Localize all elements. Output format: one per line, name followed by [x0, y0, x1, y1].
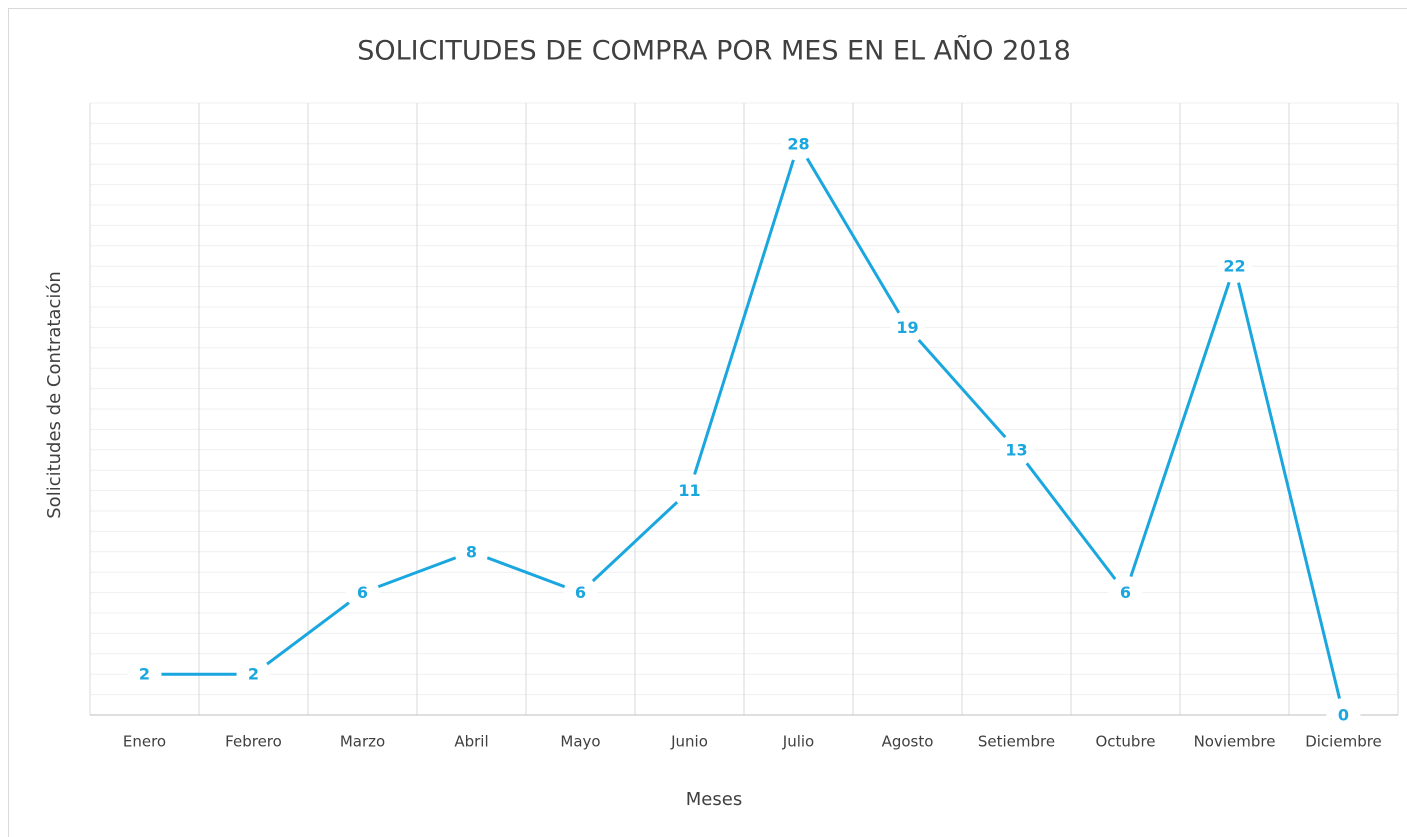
data-label-bg: [1217, 249, 1252, 284]
data-label: 28: [787, 134, 809, 153]
x-tick-label: Junio: [670, 733, 708, 751]
data-label: 19: [896, 318, 918, 337]
data-label: 0: [1338, 706, 1349, 725]
x-tick-label: Mayo: [560, 733, 600, 751]
data-label-bg: [672, 473, 707, 508]
data-label: 6: [575, 583, 586, 602]
data-label-bg: [236, 657, 271, 692]
data-label-bg: [563, 575, 598, 610]
data-label-bg: [345, 575, 380, 610]
x-tick-label: Febrero: [225, 733, 282, 751]
x-axis-title: Meses: [686, 789, 742, 810]
data-label-bg: [999, 432, 1034, 467]
data-label-bg: [1326, 698, 1361, 732]
series-line: [144, 140, 1345, 716]
data-label-bg: [1108, 575, 1143, 610]
x-tick-label: Noviembre: [1194, 733, 1276, 751]
data-label: 6: [357, 583, 368, 602]
x-tick-label: Setiembre: [978, 733, 1055, 751]
data-label: 6: [1120, 583, 1131, 602]
y-axis-title: Solicitudes de Contratación: [44, 271, 65, 519]
data-label: 13: [1005, 440, 1027, 459]
data-label: 11: [678, 481, 700, 500]
chart-frame: [8, 8, 1407, 837]
data-label-bg: [454, 534, 489, 569]
x-tick-label: Diciembre: [1305, 733, 1382, 751]
chart-title: SOLICITUDES DE COMPRA POR MES EN EL AÑO …: [357, 35, 1071, 67]
x-tick-label: Marzo: [340, 733, 385, 751]
x-tick-label: Enero: [123, 733, 166, 751]
data-label: 22: [1223, 257, 1245, 276]
data-label-bg: [127, 657, 162, 692]
x-tick-label: Agosto: [882, 733, 934, 751]
data-label-bg: [781, 126, 816, 161]
data-label-bg: [890, 310, 925, 345]
x-tick-label: Julio: [782, 733, 814, 751]
x-tick-label: Abril: [454, 733, 488, 751]
x-tick-label: Octubre: [1095, 733, 1155, 751]
data-label: 2: [248, 665, 259, 684]
data-label: 2: [139, 665, 150, 684]
data-label: 8: [466, 542, 477, 561]
